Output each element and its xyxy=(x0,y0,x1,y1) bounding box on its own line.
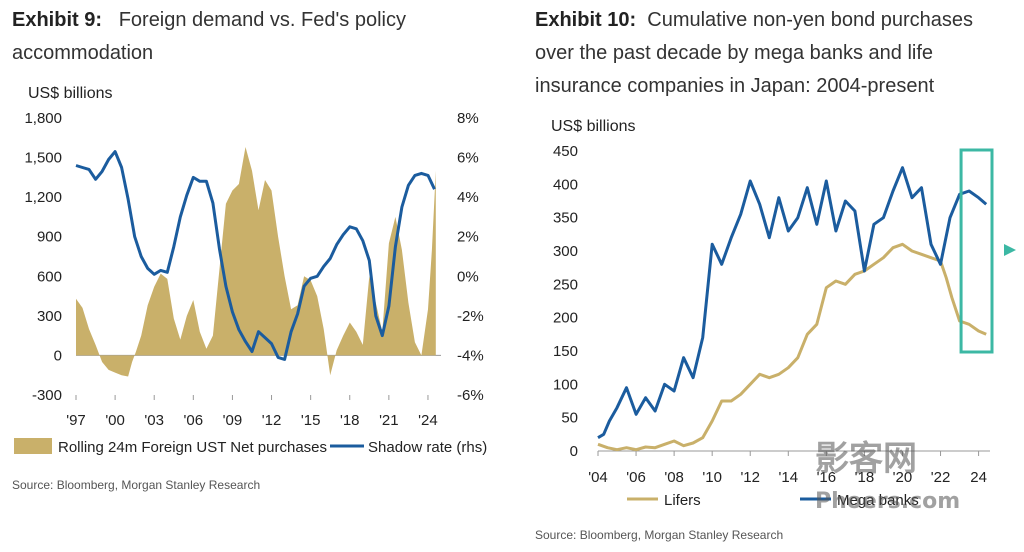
watermark-sub: Phoers.com xyxy=(815,489,960,514)
exhibit-9-xtick: '03 xyxy=(144,412,164,429)
legend-swatch-foreign-ust xyxy=(14,438,52,454)
exhibit-10-xtick: '08 xyxy=(664,469,684,486)
exhibit-10-ytick: 350 xyxy=(553,210,578,227)
exhibit-9-ytick-left: 0 xyxy=(54,347,62,364)
watermark: 影客网 Phoers.com xyxy=(815,439,960,514)
exhibit-9-ytick-left: -300 xyxy=(32,387,62,404)
exhibit-10-xtick: 24 xyxy=(970,469,987,486)
exhibit-10-xtick: '20 xyxy=(893,469,913,486)
highlight-box xyxy=(959,148,994,354)
exhibit-10-ytick: 50 xyxy=(561,410,578,427)
exhibit-10-xtick: '18 xyxy=(855,469,875,486)
watermark-main: 影客网 xyxy=(815,439,917,479)
exhibit-10-ytick: 0 xyxy=(570,443,578,460)
exhibit-10-xtick: '22 xyxy=(931,469,951,486)
exhibit-9-xtick: '00 xyxy=(105,412,125,429)
exhibit-10-ytick: 400 xyxy=(553,176,578,193)
exhibit-9-ylabel: US$ billions xyxy=(28,85,112,102)
exhibit-9-ytick-left: 1,500 xyxy=(24,150,62,167)
exhibit-9-ytick-right: 4% xyxy=(457,189,479,206)
exhibit-10-ytick: 450 xyxy=(553,143,578,160)
exhibit-9-title-text: Foreign demand vs. Fed's policy accommod… xyxy=(12,9,406,64)
exhibit-9-ytick-right: 2% xyxy=(457,229,479,246)
exhibit-9-ytick-left: 900 xyxy=(37,229,62,246)
exhibit-10-ytick: 150 xyxy=(553,343,578,360)
exhibit-9-xtick: '21 xyxy=(379,412,399,429)
exhibit-9-ytick-left: 300 xyxy=(37,308,62,325)
exhibit-10-ytick: 200 xyxy=(553,310,578,327)
legend-label-foreign-ust: Rolling 24m Foreign UST Net purchases xyxy=(58,439,327,456)
exhibit-10-xtick: '06 xyxy=(626,469,646,486)
series-lifers-line xyxy=(597,242,987,452)
exhibit-9-xtick: '97 xyxy=(66,412,86,429)
exhibit-9-ytick-right: 8% xyxy=(457,110,479,127)
exhibit-10-xtick: '04 xyxy=(588,469,608,486)
legend-label-mega-banks: Mega banks xyxy=(837,492,919,509)
exhibit-9-source: Source: Bloomberg, Morgan Stanley Resear… xyxy=(12,478,261,492)
exhibit-9-ytick-right: -2% xyxy=(457,308,484,325)
exhibit-10-chart: US$ billions 450 400 350 300 250 200 150 100 50 0 '… xyxy=(551,118,1016,509)
exhibit-9-label: Exhibit 9: xyxy=(12,9,103,31)
exhibit-10-ylabel: US$ billions xyxy=(551,118,635,135)
legend-label-lifers: Lifers xyxy=(664,492,701,509)
series-mega-banks-line xyxy=(597,166,988,439)
exhibit-9-xtick: '24 xyxy=(418,412,438,429)
exhibit-10-title: Exhibit 10: Cumulative non-yen bond purc… xyxy=(535,4,1005,103)
highlight-arrow-icon xyxy=(1004,244,1016,256)
series-foreign-ust-purchases-area xyxy=(76,147,436,377)
exhibit-9-xtick: '06 xyxy=(184,412,204,429)
exhibit-9-xtick: '12 xyxy=(262,412,282,429)
exhibit-10-source: Source: Bloomberg, Morgan Stanley Resear… xyxy=(535,528,784,542)
exhibit-9-ytick-right: -6% xyxy=(457,387,484,404)
exhibit-10-title-text: Cumulative non-yen bond purchases over t… xyxy=(535,9,974,97)
exhibit-9-xtick: '15 xyxy=(301,412,321,429)
exhibit-9-ytick-right: 0% xyxy=(457,268,479,285)
legend-label-shadow-rate: Shadow rate (rhs) xyxy=(368,439,487,456)
exhibit-10-xtick: '16 xyxy=(817,469,837,486)
exhibit-9-ytick-right: 6% xyxy=(457,150,479,167)
exhibit-9-chart: US$ billions 1,800 1,500 1,200 900 600 300 0 -30… xyxy=(14,85,487,456)
exhibit-9-title: Exhibit 9: Foreign demand vs. Fed's poli… xyxy=(12,4,482,70)
exhibit-10-xtick: '10 xyxy=(702,469,722,486)
exhibit-9-ytick-left: 600 xyxy=(37,268,62,285)
exhibit-10-label: Exhibit 10: xyxy=(535,9,637,31)
exhibit-9-ytick-left: 1,800 xyxy=(24,110,62,127)
exhibit-10-ytick: 100 xyxy=(553,376,578,393)
exhibit-9-xtick: '09 xyxy=(223,412,243,429)
exhibit-10-ytick: 300 xyxy=(553,243,578,260)
exhibit-9-ytick-left: 1,200 xyxy=(24,189,62,206)
exhibit-10-xtick: '14 xyxy=(779,469,799,486)
exhibit-9-ytick-right: -4% xyxy=(457,347,484,364)
series-shadow-rate-line xyxy=(75,150,436,361)
exhibit-10-ytick: 250 xyxy=(553,276,578,293)
exhibit-10-xtick: '12 xyxy=(740,469,760,486)
exhibit-9-xtick: '18 xyxy=(340,412,360,429)
